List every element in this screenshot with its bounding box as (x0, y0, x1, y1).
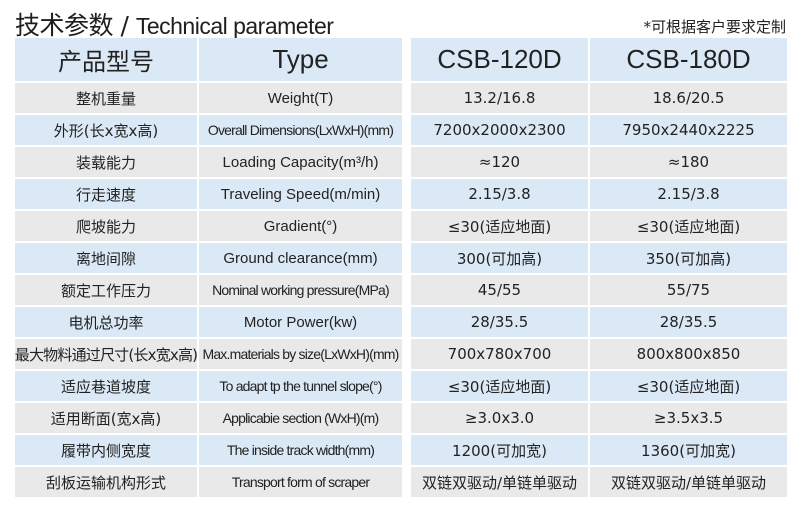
row-value-model-2: 1360(可加宽) (590, 435, 787, 465)
row-value-model-1: 13.2/16.8 (411, 83, 588, 113)
row-label-cn: 行走速度 (15, 179, 197, 209)
row-label-cn: 刮板运输机构形式 (15, 467, 197, 497)
row-label-cn: 适应巷道坡度 (15, 371, 197, 401)
row-label-en: Loading Capacity(m³/h) (199, 147, 402, 177)
row-value-model-2: 800x800x850 (590, 339, 787, 369)
row-label-en: The inside track width(mm) (199, 435, 402, 465)
row-value-model-2: ≈180 (590, 147, 787, 177)
row-value-model-2: 2.15/3.8 (590, 179, 787, 209)
row-label-en: Transport form of scraper (199, 467, 402, 497)
row-value-model-1: 2.15/3.8 (411, 179, 588, 209)
row-value-model-1: 28/35.5 (411, 307, 588, 337)
page-title: 技术参数 / Technical parameter (15, 6, 334, 42)
title-en: Technical parameter (135, 13, 334, 39)
row-value-model-2: 双链双驱动/单链单驱动 (590, 467, 787, 497)
header-model-2: CSB-180D (590, 38, 787, 81)
title-cn: 技术参数 / (15, 11, 136, 40)
row-value-model-1: ≥3.0x3.0 (411, 403, 588, 433)
row-label-cn: 适用断面(宽x高) (15, 403, 197, 433)
row-value-model-1: 700x780x700 (411, 339, 588, 369)
row-value-model-1: 300(可加高) (411, 243, 588, 273)
row-label-en: Traveling Speed(m/min) (199, 179, 402, 209)
row-value-model-1: 双链双驱动/单链单驱动 (411, 467, 588, 497)
row-label-cn: 离地间隙 (15, 243, 197, 273)
custom-note: *可根据客户要求定制 (643, 18, 786, 36)
parameter-values-table: CSB-120D CSB-180D 13.2/16.8 18.6/20.5 7200… (411, 38, 787, 497)
row-label-cn: 最大物料通过尺寸(长x宽x高) (15, 339, 197, 369)
row-label-en: Gradient(°) (199, 211, 402, 241)
header-model-1: CSB-120D (411, 38, 588, 81)
row-value-model-2: 55/75 (590, 275, 787, 305)
row-label-en: Motor Power(kw) (199, 307, 402, 337)
row-value-model-1: 7200x2000x2300 (411, 115, 588, 145)
header-label-en: Type (199, 38, 402, 81)
row-label-en: Ground clearance(mm) (199, 243, 402, 273)
row-label-cn: 装载能力 (15, 147, 197, 177)
row-label-cn: 额定工作压力 (15, 275, 197, 305)
row-value-model-1: ≈120 (411, 147, 588, 177)
row-value-model-2: ≤30(适应地面) (590, 211, 787, 241)
row-value-model-1: ≤30(适应地面) (411, 211, 588, 241)
row-label-en: Applicabie section (WxH)(m) (199, 403, 402, 433)
row-value-model-2: 350(可加高) (590, 243, 787, 273)
row-value-model-2: 7950x2440x2225 (590, 115, 787, 145)
row-label-en: To adapt tp the tunnel slope(°) (199, 371, 402, 401)
row-value-model-2: ≤30(适应地面) (590, 371, 787, 401)
header-label-cn: 产品型号 (15, 38, 197, 81)
row-label-cn: 电机总功率 (15, 307, 197, 337)
row-label-cn: 外形(长x宽x高) (15, 115, 197, 145)
row-label-cn: 爬坡能力 (15, 211, 197, 241)
row-value-model-1: 45/55 (411, 275, 588, 305)
row-value-model-2: 18.6/20.5 (590, 83, 787, 113)
row-value-model-1: ≤30(适应地面) (411, 371, 588, 401)
row-label-en: Max.materials by size(LxWxH)(mm) (199, 339, 402, 369)
row-value-model-2: 28/35.5 (590, 307, 787, 337)
row-label-en: Weight(T) (199, 83, 402, 113)
parameter-labels-table: 产品型号 Type 整机重量 Weight(T) 外形(长x宽x高) Overall … (15, 38, 402, 497)
row-label-cn: 整机重量 (15, 83, 197, 113)
row-label-en: Nominal working pressure(MPa) (199, 275, 402, 305)
row-value-model-2: ≥3.5x3.5 (590, 403, 787, 433)
row-label-en: Overall Dimensions(LxWxH)(mm) (199, 115, 402, 145)
row-label-cn: 履带内侧宽度 (15, 435, 197, 465)
row-value-model-1: 1200(可加宽) (411, 435, 588, 465)
